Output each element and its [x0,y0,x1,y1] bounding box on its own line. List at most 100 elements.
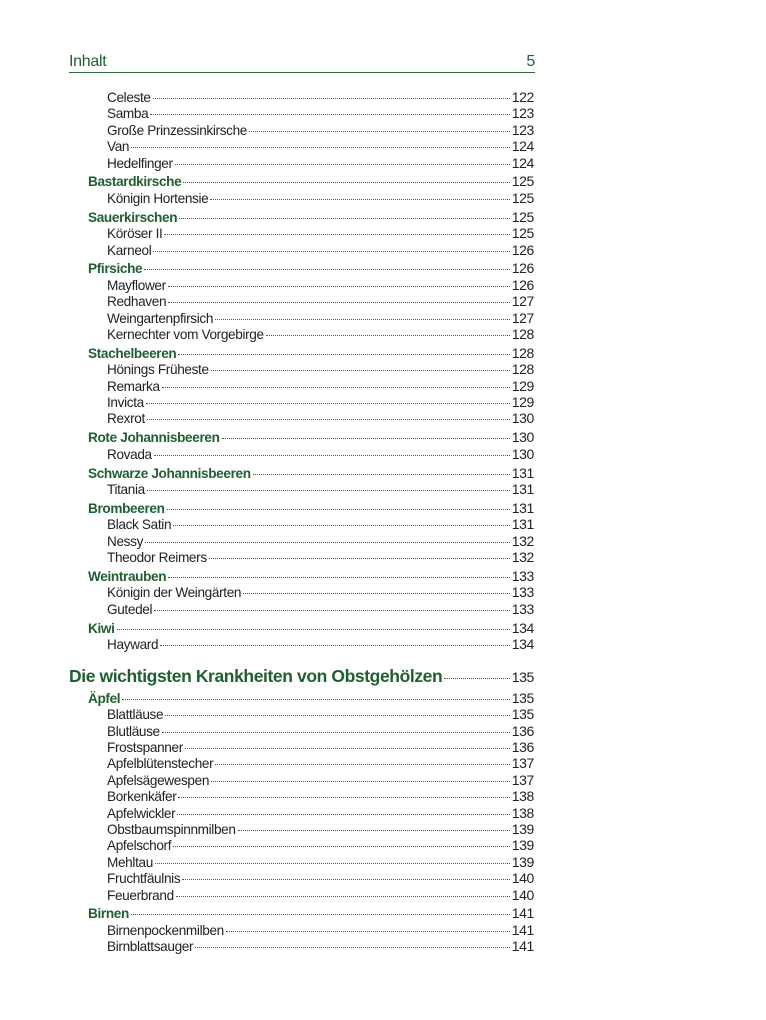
dot-leader [179,217,510,219]
toc-section[interactable]: Rote Johannisbeeren 130 [69,429,534,445]
toc-section[interactable]: Birnen 141 [69,905,534,921]
toc-entry[interactable]: Apfelblütenstecher 137 [69,755,534,771]
toc-entry[interactable]: Köröser II 125 [69,225,534,241]
toc-entry[interactable]: Hedelfinger 124 [69,155,534,171]
toc-entry[interactable]: Königin Hortensie 125 [69,190,534,206]
toc-title: Apfelblütenstecher [107,756,214,772]
toc-title: Frostspanner [107,740,183,756]
toc-entry[interactable]: Theodor Reimers 132 [69,549,534,565]
toc-entry[interactable]: Königin der Weingärten 133 [69,584,534,600]
dot-leader [210,198,510,200]
toc-entry[interactable]: Van 124 [69,138,534,154]
toc-title: Nessy [107,533,144,549]
dot-leader [173,846,510,848]
toc-title: Stachelbeeren [88,345,177,361]
toc-entry[interactable]: Black Satin 131 [69,516,534,532]
toc-entry[interactable]: Fruchtfäulnis 140 [69,870,534,886]
toc-entry[interactable]: Mehltau 139 [69,854,534,870]
table-of-contents: Celeste 122 Samba 123 Große Prinzessinkirsch… [69,89,534,955]
toc-entry[interactable]: Samba 123 [69,105,534,121]
toc-title: Theodor Reimers [107,550,207,566]
toc-page: 133 [511,567,535,584]
toc-entry[interactable]: Obstbaumspinnmilben 139 [69,821,534,837]
toc-page: 128 [511,344,535,361]
toc-page: 125 [511,225,535,242]
toc-page: 132 [511,549,535,566]
toc-title: Fruchtfäulnis [107,871,181,887]
toc-title: Obstbaumspinnmilben [107,822,236,838]
dot-leader [168,576,510,578]
toc-title: Titania [107,481,145,497]
toc-title: Redhaven [107,294,167,310]
toc-entry[interactable]: Rovada 130 [69,446,534,462]
toc-entry[interactable]: Frostspanner 136 [69,739,534,755]
toc-entry[interactable]: Apfelsägewespen 137 [69,772,534,788]
toc-entry[interactable]: Gutedel 133 [69,601,534,617]
toc-section[interactable]: Bastardkirsche 125 [69,173,534,189]
toc-entry[interactable]: Nessy 132 [69,533,534,549]
toc-section[interactable]: Pfirsiche 126 [69,260,534,276]
dot-leader [182,879,510,881]
toc-chapter[interactable]: Die wichtigsten Krankheiten von Obstgehö… [69,665,534,687]
toc-entry[interactable]: Große Prinzessinkirsche 123 [69,122,534,138]
toc-entry[interactable]: Feuerbrand 140 [69,887,534,903]
toc-title: Hönings Früheste [107,362,209,378]
toc-title: Bastardkirsche [88,174,182,190]
toc-entry[interactable]: Birnenpockenmilben 141 [69,922,534,938]
dot-leader [183,182,510,184]
dot-leader [152,98,510,99]
toc-page: 127 [511,293,535,310]
toc-entry[interactable]: Titania 131 [69,481,534,497]
toc-section[interactable]: Brombeeren 131 [69,500,534,516]
toc-title: Rote Johannisbeeren [88,430,220,446]
toc-entry[interactable]: Borkenkäfer 138 [69,788,534,804]
toc-page: 136 [511,739,535,756]
toc-page: 123 [511,105,535,122]
toc-entry[interactable]: Celeste 122 [69,89,534,105]
toc-title: Sauerkirschen [88,209,178,225]
toc-entry[interactable]: Rexrot 130 [69,410,534,426]
toc-title: Kernechter vom Vorgebirge [107,326,264,342]
toc-entry[interactable]: Weingartenpfirsich 127 [69,310,534,326]
dot-leader [210,370,510,372]
toc-page: 129 [511,377,535,394]
dot-leader [167,285,510,287]
dot-leader [161,386,510,388]
toc-section[interactable]: Sauerkirschen 125 [69,209,534,225]
dot-leader [130,914,510,916]
toc-section[interactable]: Schwarze Johannisbeeren 131 [69,465,534,481]
toc-entry[interactable]: Remarka 129 [69,378,534,394]
toc-entry[interactable]: Blutläuse 136 [69,723,534,739]
toc-title: Weintrauben [88,568,167,584]
toc-entry[interactable]: Apfelschorf 139 [69,837,534,853]
dot-leader [153,454,510,456]
toc-page: 128 [511,325,535,342]
toc-page: 139 [511,837,535,854]
toc-page: 126 [511,260,535,277]
toc-section[interactable]: Stachelbeeren 128 [69,345,534,361]
toc-entry[interactable]: Invicta 129 [69,394,534,410]
toc-section[interactable]: Kiwi 134 [69,620,534,636]
dot-leader [174,163,510,165]
toc-page: 139 [511,853,535,870]
toc-entry[interactable]: Mayflower 126 [69,277,534,293]
toc-entry[interactable]: Apfelwickler 138 [69,805,534,821]
toc-title: Birnblattsauger [107,939,194,955]
toc-entry[interactable]: Blattläuse 135 [69,706,534,722]
toc-entry[interactable]: Birnblattsauger 141 [69,938,534,954]
toc-title: Samba [107,106,149,122]
toc-title: Invicta [107,395,144,411]
toc-section[interactable]: Weintrauben 133 [69,568,534,584]
toc-title: Apfelschorf [107,838,172,854]
toc-entry[interactable]: Karneol 126 [69,242,534,258]
toc-section[interactable]: Äpfel 135 [69,690,534,706]
toc-entry[interactable]: Redhaven 127 [69,293,534,309]
toc-entry[interactable]: Hönings Früheste 128 [69,361,534,377]
dot-leader [144,269,510,271]
header-title: Inhalt [69,53,107,70]
toc-entry[interactable]: Hayward 134 [69,636,534,652]
dot-leader [221,438,510,440]
toc-entry[interactable]: Kernechter vom Vorgebirge 128 [69,326,534,342]
toc-page: 133 [511,584,535,601]
dot-leader [145,541,510,543]
